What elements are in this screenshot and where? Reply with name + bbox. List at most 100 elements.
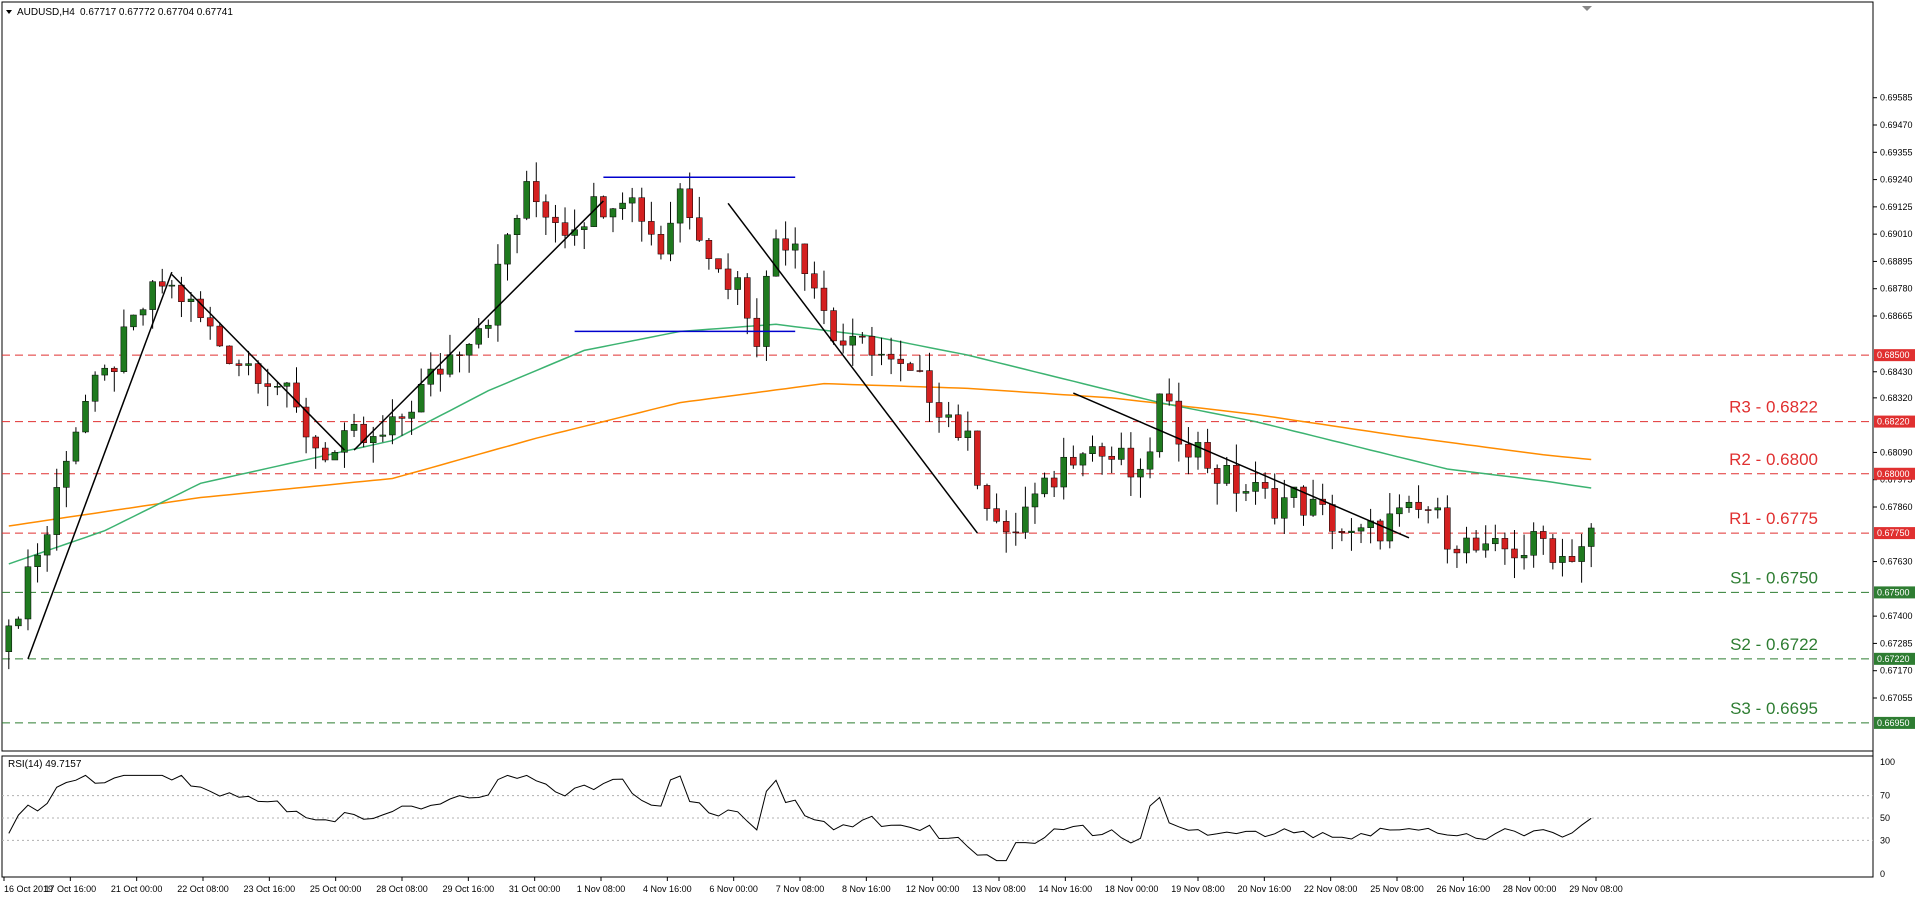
level-price-tags: 0.68500 0.68220 0.68000 0.67750 0.67500 0.672… [1874, 349, 1915, 729]
candle-body [523, 181, 530, 219]
candle-body [446, 354, 454, 375]
candle-body [72, 431, 80, 462]
trendline [1073, 392, 1410, 539]
candle-body [1089, 446, 1096, 455]
candle-body [312, 436, 319, 449]
candle-body [1194, 442, 1202, 458]
level-label: R2 - 0.6800 [1729, 450, 1818, 469]
time-tick-label: 25 Nov 08:00 [1370, 884, 1424, 894]
time-tick-label: 4 Nov 16:00 [643, 884, 692, 894]
rsi-tick-label: 70 [1880, 791, 1890, 801]
time-tick-label: 18 Nov 00:00 [1105, 884, 1159, 894]
candle-body [974, 430, 981, 486]
trendline [27, 271, 173, 660]
price-tick-label: 0.69470 [1880, 120, 1913, 130]
candle-body [322, 447, 329, 461]
candle-body [648, 221, 655, 235]
rsi-tick-label: 50 [1880, 813, 1890, 823]
time-tick-label: 28 Oct 08:00 [376, 884, 428, 894]
price-tick-label: 0.68320 [1880, 393, 1913, 403]
level-label: S1 - 0.6750 [1730, 568, 1818, 587]
candle-body [715, 258, 722, 270]
chart-shift-marker-icon[interactable] [1582, 6, 1592, 11]
candle-body [456, 354, 463, 356]
candle-body [475, 328, 482, 345]
candle-body [667, 222, 674, 255]
price-tick-label: 0.68665 [1880, 311, 1913, 321]
candle-body [1290, 486, 1298, 498]
candle-body [111, 367, 118, 372]
candle-body [609, 208, 617, 218]
candle-body [408, 411, 415, 419]
candle-body [53, 487, 60, 535]
level-label: S3 - 0.6695 [1730, 699, 1818, 718]
candle-body [197, 298, 204, 318]
moving-averages [8, 323, 1592, 565]
level-tag-text: 0.68500 [1877, 350, 1910, 360]
candle-body [485, 324, 492, 329]
candle-body [1463, 537, 1470, 554]
time-tick-label: 13 Nov 08:00 [972, 884, 1026, 894]
candle-body [5, 625, 13, 652]
candle-body [1146, 451, 1154, 470]
candlesticks [5, 162, 1595, 670]
candle-body [63, 460, 70, 488]
candle-body [839, 340, 847, 346]
candle-body [494, 263, 502, 326]
candle-body [216, 325, 224, 347]
time-tick-label: 7 Nov 08:00 [776, 884, 825, 894]
price-tick-label: 0.68090 [1880, 447, 1913, 457]
candle-body [1185, 443, 1192, 458]
symbol-menu-arrow-icon[interactable] [6, 10, 12, 14]
candle-body [1252, 482, 1259, 492]
candle-body [705, 240, 713, 259]
candle-body [1050, 477, 1058, 488]
candle-body [696, 217, 703, 241]
candle-body [830, 310, 837, 342]
rsi-line [8, 774, 1592, 862]
price-tick-label: 0.67860 [1880, 502, 1913, 512]
price-tick-label: 0.69355 [1880, 147, 1913, 157]
candle-body [101, 367, 108, 376]
candle-body [1357, 527, 1365, 532]
candle-body [1482, 543, 1489, 551]
candle-body [302, 406, 310, 438]
candle-body [1348, 530, 1355, 533]
candle-body [206, 317, 214, 327]
candle-body [245, 363, 252, 366]
time-tick-label: 26 Nov 16:00 [1437, 884, 1491, 894]
time-tick-label: 6 Nov 00:00 [709, 884, 758, 894]
candle-body [1578, 546, 1585, 562]
symbol-title: AUDUSD,H4 [17, 7, 75, 18]
candle-body [264, 383, 271, 387]
time-tick-label: 8 Nov 16:00 [842, 884, 891, 894]
level-tag-text: 0.67750 [1877, 528, 1910, 538]
time-tick-label: 25 Oct 00:00 [310, 884, 362, 894]
trendline [353, 200, 604, 451]
candle-body [1376, 520, 1384, 542]
candle-body [1472, 537, 1480, 551]
candle-body [868, 336, 876, 356]
rsi-tick-label: 30 [1880, 835, 1890, 845]
candle-body [465, 343, 473, 356]
candle-body [1261, 482, 1269, 489]
time-tick-label: 1 Nov 08:00 [577, 884, 626, 894]
price-tick-label: 0.68780 [1880, 284, 1913, 294]
candle-body [1444, 507, 1451, 550]
candle-body [533, 181, 540, 203]
candle-body [724, 268, 732, 290]
candle-body [1079, 453, 1087, 466]
candle-body [341, 430, 348, 453]
ohlc-readout: 0.67717 0.67772 0.67704 0.67741 [80, 7, 233, 18]
candle-body [907, 363, 914, 371]
candle-body [1233, 465, 1240, 494]
level-label: S2 - 0.6722 [1730, 635, 1818, 654]
ma-fast-line [8, 323, 1592, 565]
trendline [727, 202, 979, 534]
candle-body [1137, 468, 1144, 478]
candle-body [1520, 555, 1528, 559]
candle-body [935, 402, 943, 418]
